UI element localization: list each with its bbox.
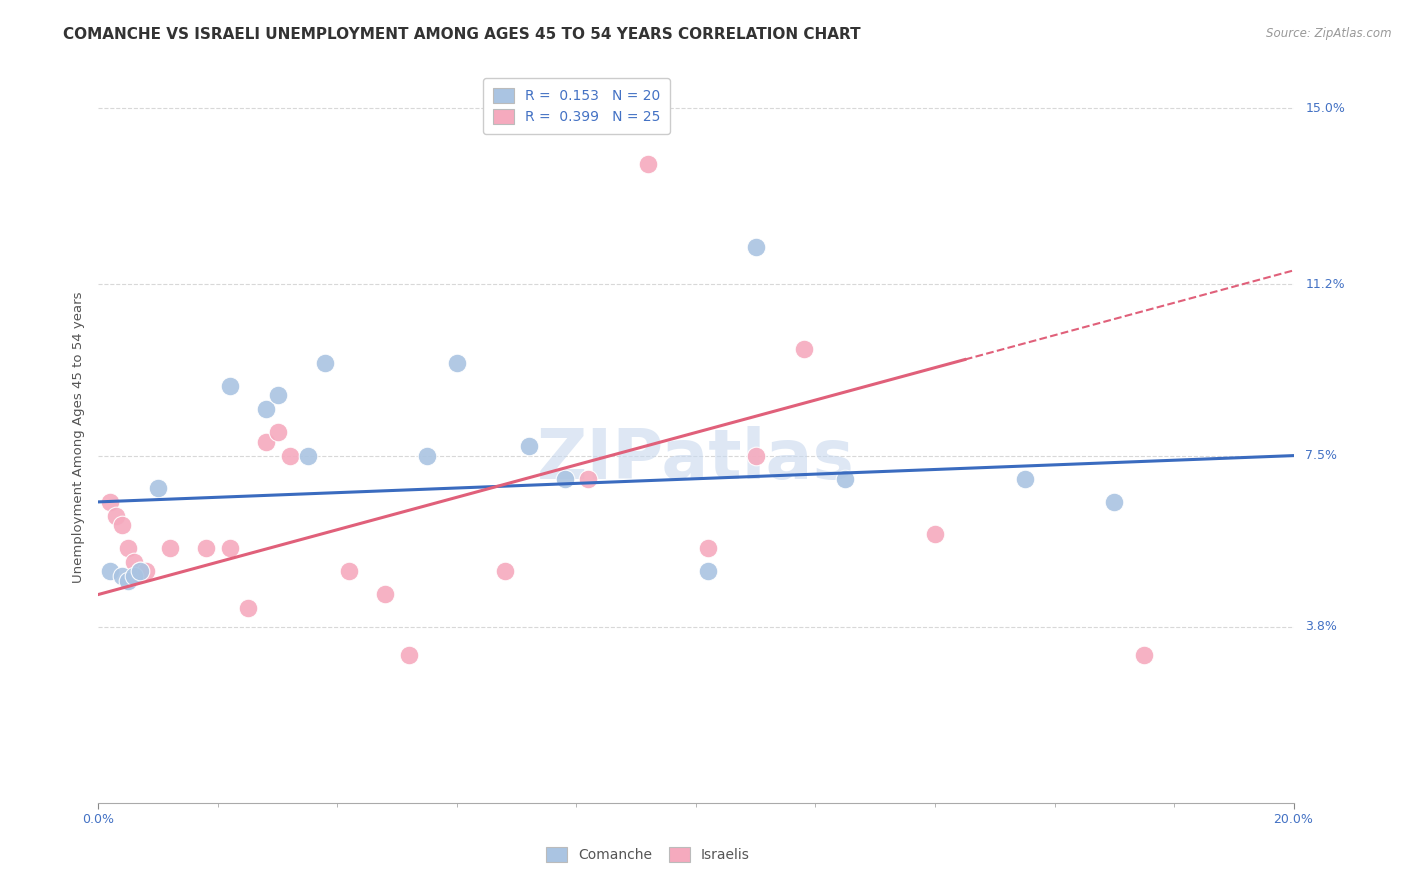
Point bbox=[745, 449, 768, 463]
Point bbox=[124, 555, 146, 569]
Point bbox=[117, 574, 139, 588]
Point bbox=[398, 648, 420, 662]
Point bbox=[105, 508, 128, 523]
Point bbox=[1014, 472, 1036, 486]
Text: 11.2%: 11.2% bbox=[1305, 277, 1346, 291]
Point bbox=[267, 425, 290, 440]
Text: 15.0%: 15.0% bbox=[1305, 102, 1346, 115]
Point bbox=[696, 541, 718, 556]
Point bbox=[129, 565, 152, 579]
Point bbox=[111, 569, 134, 583]
Point bbox=[576, 472, 599, 486]
Point bbox=[111, 518, 134, 533]
Point bbox=[297, 449, 319, 463]
Text: COMANCHE VS ISRAELI UNEMPLOYMENT AMONG AGES 45 TO 54 YEARS CORRELATION CHART: COMANCHE VS ISRAELI UNEMPLOYMENT AMONG A… bbox=[63, 27, 860, 42]
Point bbox=[98, 565, 122, 579]
Point bbox=[254, 434, 277, 449]
Point bbox=[219, 541, 242, 556]
Point bbox=[148, 481, 170, 495]
Point bbox=[219, 379, 242, 393]
Point bbox=[637, 157, 659, 171]
Point bbox=[117, 541, 139, 556]
Text: ZIPatlas: ZIPatlas bbox=[537, 425, 855, 492]
Point bbox=[129, 565, 152, 579]
Point bbox=[124, 569, 146, 583]
Point bbox=[834, 472, 856, 486]
Y-axis label: Unemployment Among Ages 45 to 54 years: Unemployment Among Ages 45 to 54 years bbox=[72, 292, 84, 582]
Legend: Comanche, Israelis: Comanche, Israelis bbox=[540, 840, 756, 869]
Point bbox=[554, 472, 576, 486]
Text: 7.5%: 7.5% bbox=[1305, 449, 1337, 462]
Point bbox=[494, 565, 516, 579]
Point bbox=[416, 449, 439, 463]
Point bbox=[254, 402, 277, 417]
Point bbox=[267, 388, 290, 402]
Point bbox=[745, 240, 768, 254]
Point bbox=[194, 541, 218, 556]
Point bbox=[159, 541, 181, 556]
Text: 3.8%: 3.8% bbox=[1305, 620, 1337, 633]
Point bbox=[446, 356, 468, 370]
Point bbox=[696, 565, 718, 579]
Point bbox=[314, 356, 337, 370]
Point bbox=[236, 601, 259, 615]
Point bbox=[517, 439, 540, 453]
Point bbox=[924, 527, 946, 541]
Point bbox=[278, 449, 301, 463]
Point bbox=[1133, 648, 1156, 662]
Point bbox=[339, 565, 360, 579]
Point bbox=[793, 342, 815, 356]
Point bbox=[98, 495, 122, 509]
Text: Source: ZipAtlas.com: Source: ZipAtlas.com bbox=[1267, 27, 1392, 40]
Point bbox=[374, 587, 396, 601]
Point bbox=[135, 565, 157, 579]
Point bbox=[1102, 495, 1125, 509]
